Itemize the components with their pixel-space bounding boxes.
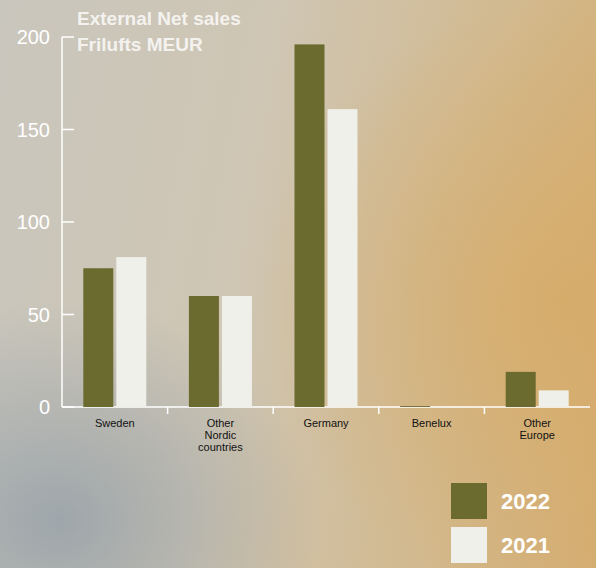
- x-tick-label-line: Germany: [303, 417, 349, 429]
- y-tick: [62, 129, 74, 131]
- x-tick-label: Sweden: [95, 417, 135, 429]
- y-tick-label: 150: [17, 119, 50, 141]
- x-tick-label-line: countries: [198, 441, 243, 453]
- x-separator: [484, 407, 486, 414]
- legend-label: 2022: [501, 489, 550, 514]
- y-tick-label: 100: [17, 211, 50, 233]
- bar: [328, 109, 358, 407]
- x-tick-label: OtherEurope: [519, 417, 554, 441]
- bar: [189, 296, 219, 407]
- bar: [116, 257, 146, 407]
- y-tick: [62, 36, 74, 38]
- bar: [295, 44, 325, 407]
- x-tick-label-line: Other: [207, 417, 235, 429]
- bar: [539, 390, 569, 407]
- x-tick-label: OtherNordiccountries: [198, 417, 243, 453]
- y-tick: [62, 221, 74, 223]
- x-tick-label-line: Nordic: [205, 429, 237, 441]
- x-separator: [272, 407, 274, 414]
- x-separator: [378, 407, 380, 414]
- bar: [400, 406, 430, 407]
- legend-label: 2021: [501, 533, 550, 558]
- subtitle: Frilufts MEUR: [77, 34, 203, 55]
- legend-swatch: [451, 527, 487, 563]
- x-separator: [167, 407, 169, 414]
- x-tick-label: Germany: [303, 417, 349, 429]
- legend-swatch: [451, 483, 487, 519]
- x-tick-label: Benelux: [412, 417, 452, 429]
- y-tick-label: 50: [28, 304, 50, 326]
- chart: External Net sales Frilufts MEUR 0 50 100 150…: [0, 0, 596, 568]
- x-tick-label-line: Benelux: [412, 417, 452, 429]
- bar: [222, 296, 252, 407]
- bar: [433, 406, 463, 407]
- bars: [83, 44, 568, 407]
- y-tick: [62, 314, 74, 316]
- y-tick-label: 0: [39, 396, 50, 418]
- bar: [83, 268, 113, 407]
- bar: [506, 372, 536, 407]
- y-tick-label: 200: [17, 26, 50, 48]
- x-tick-label-line: Other: [523, 417, 551, 429]
- x-tick-label-line: Europe: [519, 429, 554, 441]
- title: External Net sales: [77, 8, 241, 29]
- x-tick-label-line: Sweden: [95, 417, 135, 429]
